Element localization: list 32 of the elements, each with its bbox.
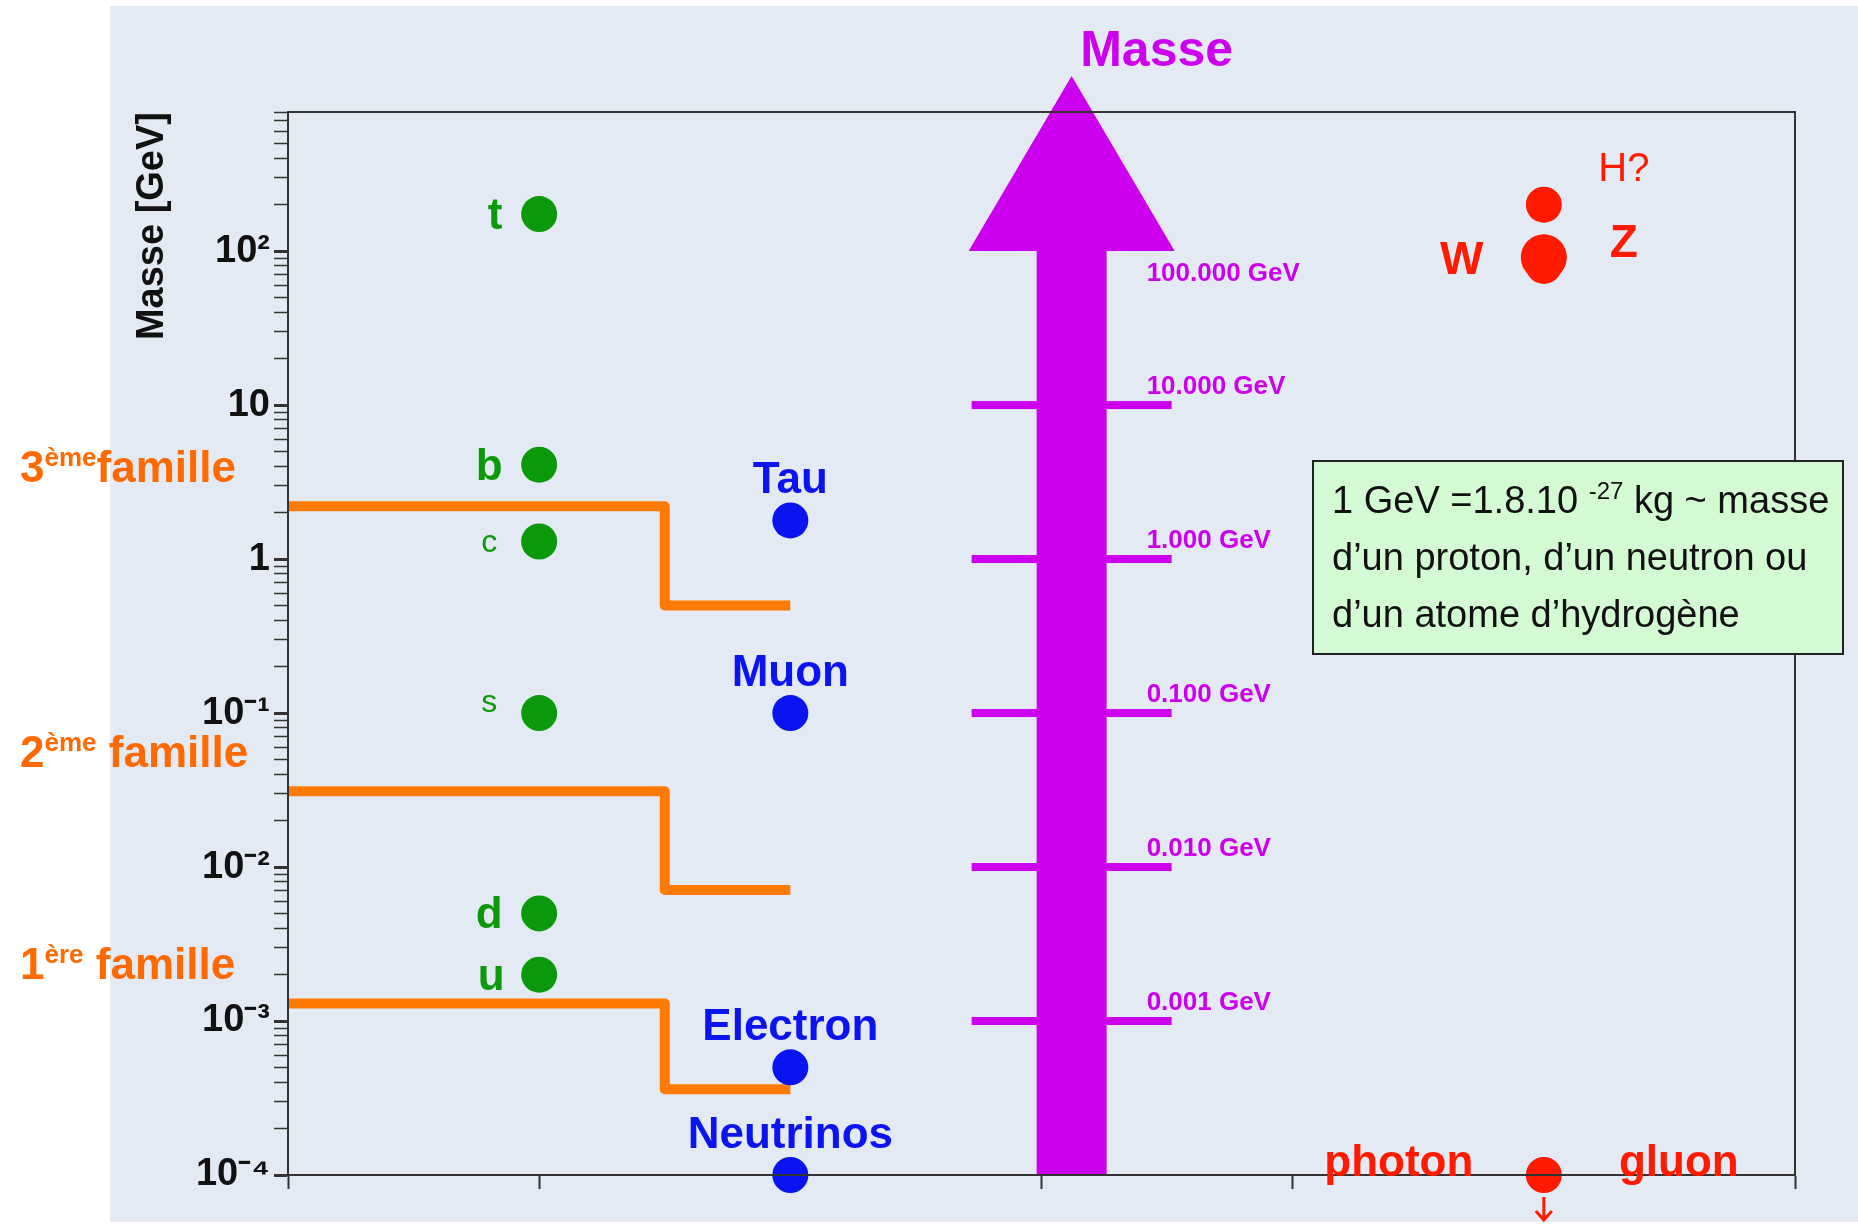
annotation: 1 GeV =1.8.10 $^{-27}$ kg ~ masse d’un proton, d’un neutron ou d’un atome d’hydrogène (1312, 460, 1844, 655)
y-tick-label: 10⁻³ (202, 997, 270, 1040)
y-tick-label: 10² (215, 227, 270, 270)
series-label: b (475, 439, 503, 489)
y-tick-label: 10⁻⁴ (195, 1151, 270, 1194)
annotation: 1.000 GeV (1146, 524, 1271, 555)
series-label: c (481, 523, 498, 560)
series-label: d (475, 888, 503, 938)
series-label: s (481, 683, 498, 720)
text: 3$^{ème}$famille (20, 441, 236, 491)
series-label: H? (1598, 144, 1650, 189)
annotation: 0.010 GeV (1146, 832, 1271, 863)
y-tick-label: 1 (248, 535, 270, 578)
series-label: Electron (702, 1000, 879, 1050)
y-axis-title: Masse [GeV] (129, 112, 172, 341)
series-label: photon (1324, 1136, 1474, 1185)
series-label: Neutrinos (687, 1108, 894, 1157)
series-label: t (487, 189, 503, 239)
annotation: 100.000 GeV (1146, 257, 1300, 288)
series-label: u (477, 949, 505, 999)
annotation: 0.100 GeV (1146, 678, 1271, 709)
series-label: Muon (731, 646, 849, 696)
annotation: 10.000 GeV (1146, 370, 1286, 401)
text: 1$^{ère}$ famille (20, 939, 236, 989)
series-label: Tau (752, 453, 828, 503)
y-tick-label: 10⁻² (202, 843, 270, 886)
y-tick-label: 10 (227, 381, 270, 424)
series-label: W (1440, 231, 1484, 284)
series-label: Z (1609, 215, 1638, 268)
chart-title: Masse (1080, 21, 1234, 77)
annotation: 0.001 GeV (1146, 986, 1271, 1016)
annotation: gluon (1618, 1136, 1739, 1185)
